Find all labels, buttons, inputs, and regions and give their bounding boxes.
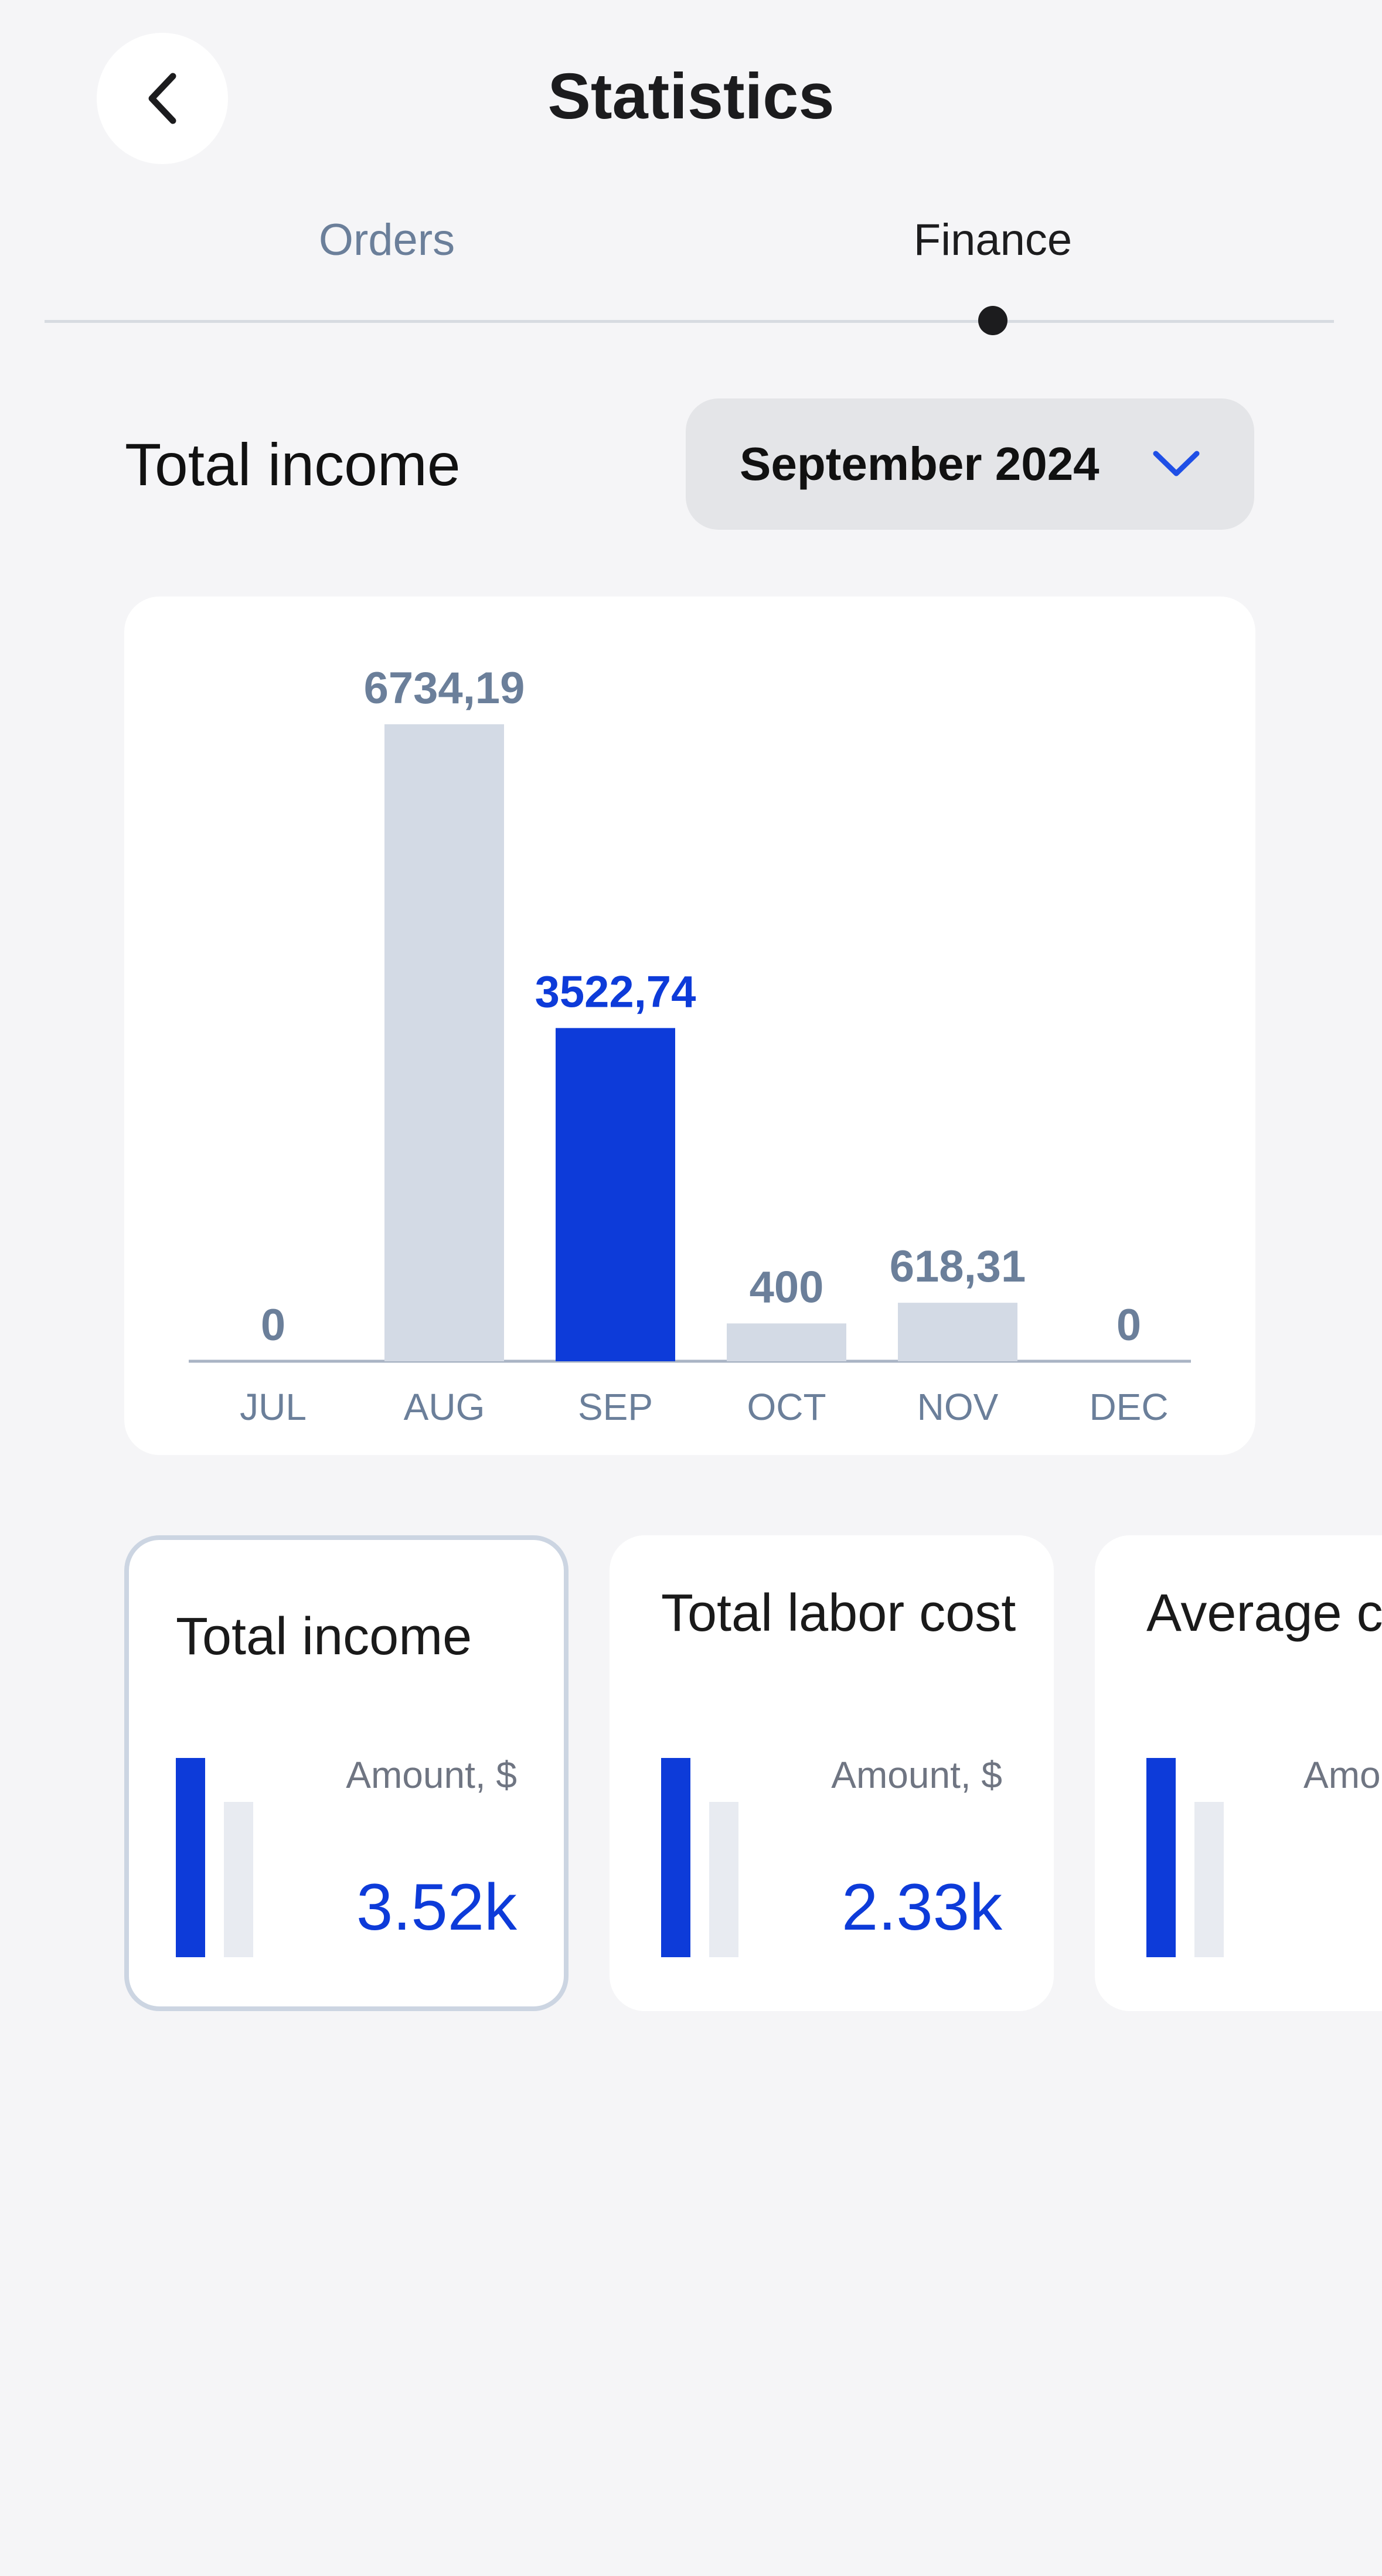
amount-value: 3.52k xyxy=(356,1870,517,1944)
tab-underline xyxy=(45,320,1334,323)
page-title: Statistics xyxy=(547,60,835,132)
value-label-oct: 400 xyxy=(750,1262,824,1312)
mini-bar-current xyxy=(176,1758,205,1957)
mini-bar-current xyxy=(1146,1758,1176,1957)
section-title: Total income xyxy=(125,431,461,498)
tick-label-jul: JUL xyxy=(240,1386,307,1428)
month-dropdown[interactable]: September 2024 xyxy=(686,398,1254,530)
chevron-left-icon xyxy=(148,73,176,124)
stat-card-total-income[interactable]: Total income Amount, $ 3.52k xyxy=(124,1535,569,2011)
card-title: Average check xyxy=(1146,1584,1382,1643)
value-label-aug: 6734,19 xyxy=(364,663,525,713)
month-dropdown-label: September 2024 xyxy=(740,438,1100,490)
value-label-sep: 3522,74 xyxy=(535,967,696,1017)
amount-label: Amount, $ xyxy=(831,1754,1002,1796)
tab-orders[interactable]: Orders xyxy=(318,215,455,265)
chevron-down-icon xyxy=(1153,451,1200,476)
tick-label-oct: OCT xyxy=(747,1386,826,1428)
card-title: Total income xyxy=(176,1607,472,1666)
bar-sep[interactable] xyxy=(556,1028,675,1361)
tab-finance[interactable]: Finance xyxy=(913,215,1073,265)
amount-label: Amount, $ xyxy=(346,1754,517,1796)
value-label-dec: 0 xyxy=(1117,1300,1141,1350)
income-chart-card: 0 JUL 6734,19 AUG 3522,74 SEP 400 OCT 618,31 NOV 0… xyxy=(124,597,1255,1455)
bar-oct[interactable] xyxy=(727,1323,846,1361)
amount-label: Amount, $ xyxy=(1303,1754,1382,1796)
tick-label-dec: DEC xyxy=(1089,1386,1168,1428)
mini-bar-previous xyxy=(1194,1802,1224,1957)
active-tab-indicator xyxy=(978,306,1007,335)
mini-bar-previous xyxy=(224,1802,253,1957)
tick-label-sep: SEP xyxy=(578,1386,653,1428)
amount-value: 2.33k xyxy=(842,1870,1002,1944)
mini-bar-current xyxy=(661,1758,690,1957)
bar-aug[interactable] xyxy=(384,724,504,1361)
tick-label-aug: AUG xyxy=(404,1386,485,1428)
stat-card-total-labor-cost[interactable]: Total labor cost Amount, $ 2.33k xyxy=(610,1535,1054,2011)
card-title: Total labor cost xyxy=(661,1584,1016,1643)
income-bar-chart: 0 JUL 6734,19 AUG 3522,74 SEP 400 OCT 618,31 NOV 0… xyxy=(189,663,1191,1428)
back-button[interactable] xyxy=(97,33,228,164)
value-label-nov: 618,31 xyxy=(890,1242,1026,1292)
stat-card-average-check[interactable]: Average check Amount, $ xyxy=(1095,1535,1382,2011)
tick-label-nov: NOV xyxy=(917,1386,999,1428)
mini-bar-previous xyxy=(709,1802,738,1957)
bar-nov[interactable] xyxy=(898,1303,1017,1361)
value-label-jul: 0 xyxy=(261,1300,285,1350)
